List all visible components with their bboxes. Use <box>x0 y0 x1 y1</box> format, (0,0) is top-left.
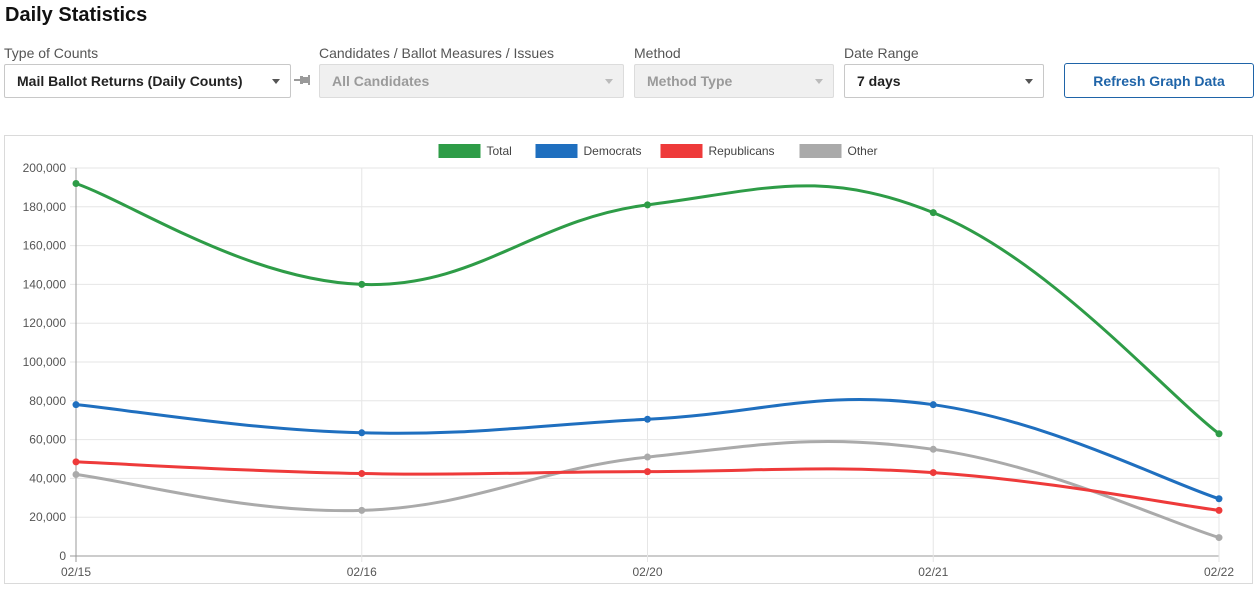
type-of-counts-filter: Type of Counts Mail Ballot Returns (Dail… <box>4 44 291 98</box>
data-point-republicans <box>644 468 651 476</box>
data-point-democrats <box>72 401 80 409</box>
type-of-counts-label: Type of Counts <box>4 45 99 61</box>
data-point-republicans <box>1215 506 1223 514</box>
data-point-total <box>358 280 366 288</box>
date-range-filter: Date Range 7 days <box>844 44 1044 98</box>
data-point-other <box>358 506 366 514</box>
y-tick-label: 160,000 <box>23 239 67 253</box>
data-point-democrats <box>644 415 651 423</box>
x-tick-label: 02/22 <box>1204 565 1234 579</box>
data-point-republicans <box>72 458 80 466</box>
refresh-graph-button[interactable]: Refresh Graph Data <box>1064 63 1254 98</box>
data-point-total <box>644 201 651 209</box>
chevron-down-icon <box>1025 79 1033 84</box>
data-point-total <box>72 180 80 188</box>
data-point-total <box>929 209 937 217</box>
legend-swatch-republicans <box>660 144 703 158</box>
date-range-label: Date Range <box>844 45 919 61</box>
y-tick-label: 0 <box>59 549 66 563</box>
type-of-counts-value: Mail Ballot Returns (Daily Counts) <box>17 73 243 89</box>
y-tick-label: 40,000 <box>29 471 66 485</box>
legend-swatch-democrats <box>535 144 578 158</box>
data-point-total <box>1215 430 1223 438</box>
data-point-other <box>929 445 937 453</box>
y-tick-label: 80,000 <box>29 394 66 408</box>
legend-swatch-total <box>438 144 481 158</box>
method-value: Method Type <box>647 73 733 89</box>
candidates-select[interactable]: All Candidates <box>319 64 624 98</box>
page-title: Daily Statistics <box>5 4 148 26</box>
data-point-democrats <box>1215 495 1223 503</box>
data-point-republicans <box>929 469 937 477</box>
y-tick-label: 180,000 <box>23 200 67 214</box>
y-tick-label: 120,000 <box>23 316 67 330</box>
data-point-democrats <box>358 429 366 437</box>
y-tick-label: 60,000 <box>29 433 66 447</box>
pin-icon[interactable] <box>294 73 310 87</box>
date-range-value: 7 days <box>857 73 901 89</box>
x-tick-label: 02/16 <box>347 565 377 579</box>
data-point-other <box>1215 534 1223 542</box>
chevron-down-icon <box>815 79 823 84</box>
x-tick-label: 02/21 <box>918 565 948 579</box>
method-select[interactable]: Method Type <box>634 64 834 98</box>
y-tick-label: 200,000 <box>23 161 67 175</box>
legend-swatch-other <box>799 144 842 158</box>
y-tick-label: 100,000 <box>23 355 67 369</box>
data-point-republicans <box>358 470 366 478</box>
legend-label-democrats: Democrats <box>584 144 642 158</box>
date-range-select[interactable]: 7 days <box>844 64 1044 98</box>
x-tick-label: 02/20 <box>632 565 662 579</box>
legend-label-total: Total <box>487 144 512 158</box>
method-label: Method <box>634 45 681 61</box>
candidates-value: All Candidates <box>332 73 430 89</box>
candidates-label: Candidates / Ballot Measures / Issues <box>319 45 555 61</box>
chevron-down-icon <box>272 79 280 84</box>
chevron-down-icon <box>605 79 613 84</box>
x-tick-label: 02/15 <box>61 565 91 579</box>
legend-label-other: Other <box>848 144 878 158</box>
y-tick-label: 140,000 <box>23 277 67 291</box>
legend-label-republicans: Republicans <box>709 144 775 158</box>
candidates-filter: Candidates / Ballot Measures / Issues Al… <box>319 44 624 98</box>
data-point-democrats <box>929 401 937 409</box>
data-point-other <box>644 453 651 461</box>
method-filter: Method Method Type <box>634 44 834 98</box>
chart-container <box>4 135 1253 584</box>
data-point-other <box>72 471 80 479</box>
type-of-counts-select[interactable]: Mail Ballot Returns (Daily Counts) <box>4 64 291 98</box>
y-tick-label: 20,000 <box>29 510 66 524</box>
